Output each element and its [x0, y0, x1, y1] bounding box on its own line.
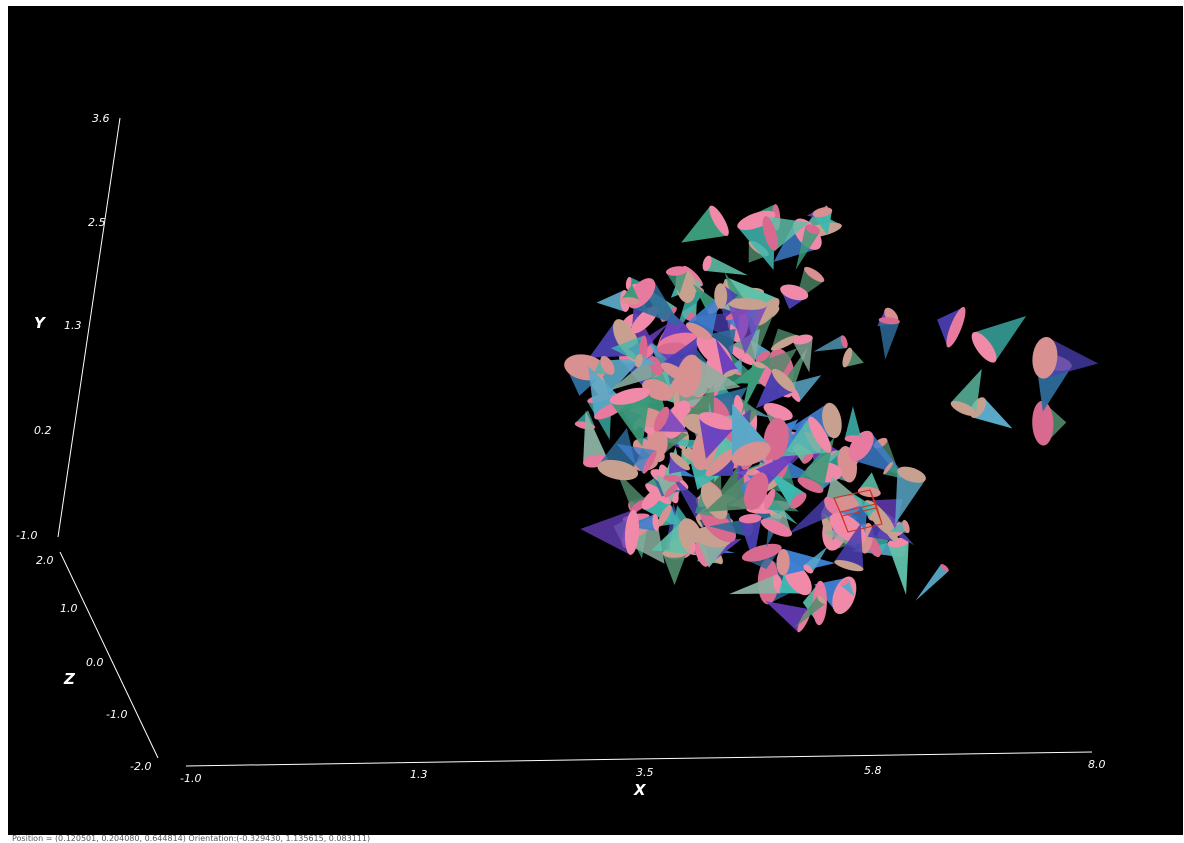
cone-glyph — [653, 406, 689, 433]
cone-glyph — [770, 328, 800, 351]
cone-glyph — [755, 368, 796, 409]
cone-glyph — [634, 353, 657, 368]
cone-glyph — [681, 205, 729, 243]
cone-glyph — [580, 509, 640, 555]
cone-glyph — [740, 472, 769, 511]
y-tick-label: 2.5 — [88, 216, 106, 229]
x-tick-label: 1.3 — [410, 768, 428, 781]
z-axis-line — [59, 551, 159, 759]
x-axis-line — [185, 751, 1093, 767]
cone-glyph — [767, 469, 807, 509]
cone-glyph — [813, 335, 848, 352]
vector-glyph-field[interactable] — [559, 203, 1101, 634]
cone-glyph — [889, 519, 910, 534]
cone-glyph — [803, 546, 828, 574]
cone-glyph — [915, 564, 949, 601]
cone-glyph — [655, 474, 679, 498]
y-tick-label: 1.3 — [64, 319, 82, 332]
cone-glyph — [1032, 400, 1067, 446]
x-tick-label: 8.0 — [1088, 758, 1106, 771]
cone-glyph — [741, 361, 766, 415]
cone-glyph — [731, 403, 771, 466]
cone-glyph — [842, 347, 864, 368]
scene-canvas[interactable]: 3.6 2.5 1.3 0.2 -1.0 Y 2.0 1.0 0.0 -1.0 … — [8, 6, 1183, 835]
cone-glyph — [812, 207, 833, 236]
cone-glyph — [887, 537, 909, 595]
cone-glyph — [840, 578, 855, 597]
z-tick-label: -2.0 — [130, 760, 151, 773]
3d-viewport[interactable]: 3.6 2.5 1.3 0.2 -1.0 Y 2.0 1.0 0.0 -1.0 … — [8, 6, 1183, 835]
z-tick-label: -1.0 — [106, 708, 127, 721]
cone-glyph — [685, 294, 721, 340]
cone-glyph — [698, 412, 736, 460]
cone-glyph — [715, 338, 739, 378]
cone-glyph — [702, 255, 748, 276]
z-tick-label: 2.0 — [36, 554, 54, 567]
cone-glyph — [795, 224, 820, 271]
cone-glyph — [593, 355, 615, 375]
cone-glyph — [662, 548, 687, 586]
y-tick-label: 3.6 — [92, 112, 110, 125]
status-bar: Position = (0.120501, 0.204080, 0.644814… — [12, 834, 371, 843]
cone-glyph — [895, 466, 926, 525]
cone-glyph — [780, 284, 809, 310]
cone-glyph — [714, 283, 739, 309]
y-tick-label: -1.0 — [16, 529, 37, 542]
cone-glyph — [781, 416, 832, 457]
cone-glyph — [760, 510, 793, 537]
z-axis-title: Z — [63, 670, 76, 688]
x-axis-title: X — [633, 781, 647, 799]
z-tick-label: 1.0 — [60, 602, 78, 615]
cone-glyph — [609, 387, 651, 447]
cone-glyph — [727, 298, 768, 355]
y-axis-title: Y — [34, 314, 47, 332]
cone-glyph — [834, 523, 864, 572]
cone-glyph — [794, 595, 826, 628]
cone-glyph — [597, 427, 639, 481]
cone-glyph — [878, 317, 900, 360]
x-tick-label: -1.0 — [180, 772, 201, 785]
cone-glyph — [676, 354, 741, 398]
selection-box[interactable] — [833, 489, 883, 533]
cone-glyph — [657, 504, 679, 527]
cone-glyph — [616, 443, 657, 474]
x-tick-label: 5.8 — [864, 764, 882, 777]
y-tick-label: 0.2 — [34, 424, 52, 437]
cone-glyph — [844, 406, 862, 443]
cone-glyph — [642, 369, 674, 401]
cone-glyph — [776, 549, 836, 576]
cone-glyph — [620, 284, 640, 305]
cone-glyph — [668, 452, 690, 474]
cone-glyph — [937, 306, 966, 348]
cone-glyph — [762, 216, 810, 251]
z-tick-label: 0.0 — [86, 656, 104, 669]
cone-glyph — [741, 543, 782, 570]
cone-glyph — [857, 472, 881, 498]
cone-glyph — [950, 368, 982, 416]
cone-glyph — [665, 266, 688, 294]
cone-glyph — [705, 448, 736, 477]
cone-glyph — [971, 315, 1027, 363]
cone-glyph — [1032, 336, 1099, 379]
cone-glyph — [792, 334, 813, 373]
cone-glyph — [738, 514, 762, 562]
y-axis-line — [57, 117, 121, 538]
x-tick-label: 3.5 — [636, 766, 654, 779]
